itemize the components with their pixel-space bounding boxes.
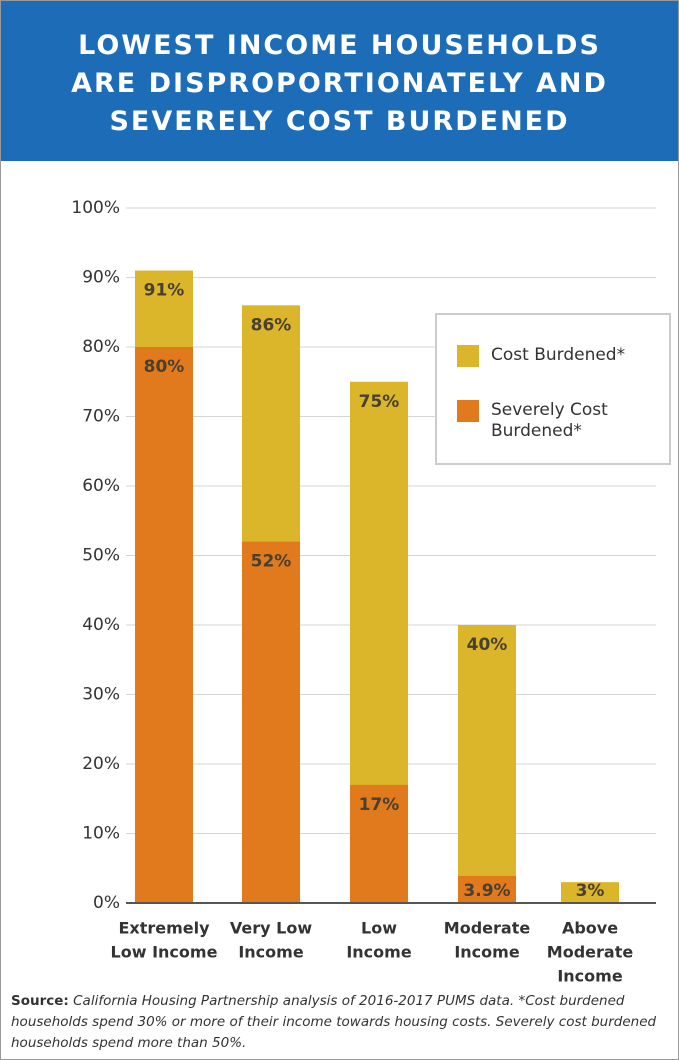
- x-tick-label: Extremely: [118, 919, 210, 938]
- chart: 0% 10% 20% 30% 40% 50% 60% 70% 80% 90% 100% 91% 86% 7…: [71, 198, 656, 986]
- y-tick-label: 0%: [93, 893, 120, 913]
- title-line: SEVERELY COST BURDENED: [109, 106, 570, 137]
- bar: [458, 875, 516, 903]
- x-tick-label: Low: [361, 919, 397, 938]
- bar: [242, 541, 300, 903]
- x-tick-label: Very Low: [230, 919, 312, 938]
- title-line: ARE DISPROPORTIONATELY AND: [71, 68, 608, 99]
- y-tick-label: 60%: [82, 476, 120, 496]
- x-tick-label: Moderate: [444, 919, 531, 938]
- x-tick-label: Income: [346, 943, 411, 962]
- x-tick-label: Low Income: [111, 943, 218, 962]
- value-label: 80%: [144, 357, 185, 377]
- header: LOWEST INCOME HOUSEHOLDS ARE DISPROPORTIO…: [1, 1, 678, 161]
- title-line: LOWEST INCOME HOUSEHOLDS: [78, 30, 601, 61]
- x-tick-label: Income: [454, 943, 519, 962]
- value-label: 91%: [144, 281, 185, 301]
- value-label: 3%: [576, 881, 605, 901]
- y-tick-label: 10%: [82, 824, 120, 844]
- legend: Cost Burdened* Severely Cost Burdened*: [435, 313, 671, 465]
- legend-swatch: [457, 400, 479, 422]
- legend-swatch: [457, 345, 479, 367]
- legend-item: Cost Burdened*: [457, 345, 661, 367]
- y-tick-label: 40%: [82, 615, 120, 635]
- bar: [135, 347, 193, 903]
- legend-item: Severely Cost Burdened*: [457, 400, 661, 442]
- y-tick-label: 90%: [82, 268, 120, 288]
- y-tick-label: 50%: [82, 546, 120, 566]
- y-tick-label: 80%: [82, 337, 120, 357]
- x-tick-label: Above: [562, 919, 618, 938]
- bar: [458, 625, 516, 903]
- y-tick-label: 100%: [71, 198, 120, 218]
- value-label: 40%: [467, 635, 508, 655]
- y-tick-label: 70%: [82, 407, 120, 427]
- bar: [561, 882, 619, 903]
- x-tick-label: Moderate: [547, 943, 634, 962]
- x-tick-label: Income: [238, 943, 303, 962]
- legend-label: Severely Cost Burdened*: [491, 400, 608, 441]
- x-tick-label: Income: [557, 967, 622, 986]
- legend-label: Cost Burdened*: [491, 345, 626, 365]
- value-label: 52%: [251, 552, 292, 572]
- value-label: 86%: [251, 315, 292, 335]
- bar: [350, 784, 408, 903]
- value-label: 17%: [359, 795, 400, 815]
- y-tick-label: 30%: [82, 685, 120, 705]
- value-label: 3.9%: [463, 881, 510, 901]
- source-label: Source:: [11, 993, 69, 1009]
- source-note: Source: California Housing Partnership a…: [11, 991, 671, 1054]
- source-text: California Housing Partnership analysis …: [11, 993, 657, 1051]
- value-label: 75%: [359, 392, 400, 412]
- y-tick-label: 20%: [82, 754, 120, 774]
